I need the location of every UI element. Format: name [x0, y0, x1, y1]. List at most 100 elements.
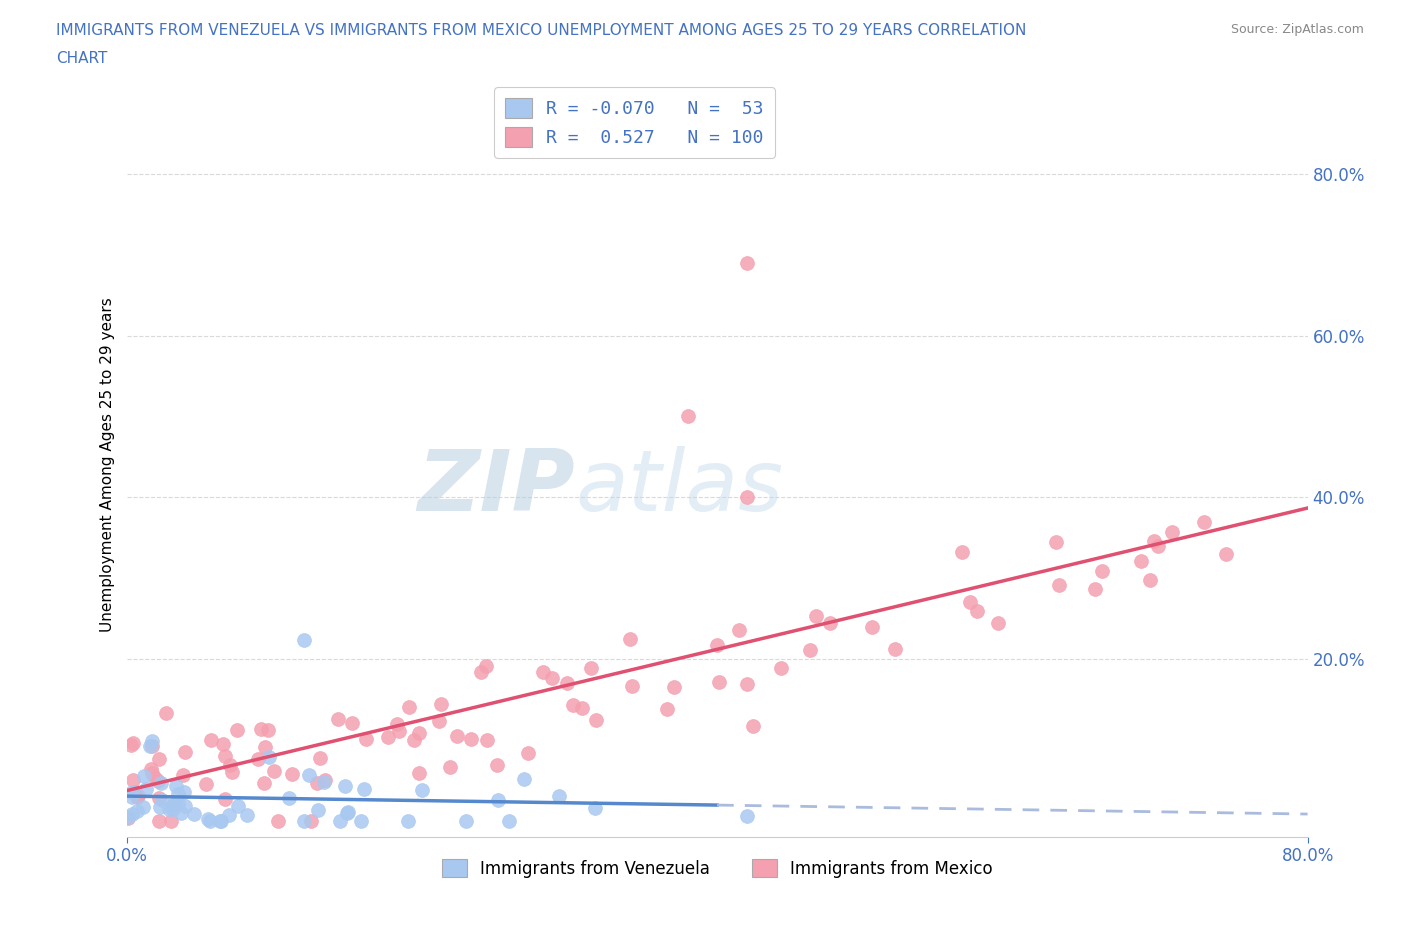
Point [385, 717, 408, 732]
Point [475, 658, 498, 673]
Point [326, 711, 349, 726]
Point [141, 765, 163, 780]
Point [585, 712, 607, 727]
Point [117, 810, 139, 825]
Point [353, 781, 375, 796]
Text: CHART: CHART [56, 51, 108, 66]
Point [804, 608, 827, 623]
Point [486, 758, 509, 773]
Point [336, 804, 359, 819]
Point [160, 814, 183, 829]
Point [571, 700, 593, 715]
Point [148, 814, 170, 829]
Point [218, 807, 240, 822]
Point [121, 785, 143, 800]
Point [226, 799, 249, 814]
Point [135, 781, 157, 796]
Point [155, 705, 177, 720]
Text: Source: ZipAtlas.com: Source: ZipAtlas.com [1230, 23, 1364, 36]
Point [157, 802, 180, 817]
Point [139, 762, 162, 777]
Point [200, 732, 222, 747]
Point [141, 733, 163, 748]
Point [1143, 534, 1166, 549]
Point [329, 814, 352, 829]
Point [583, 800, 606, 815]
Point [314, 774, 336, 789]
Point [174, 799, 197, 814]
Point [349, 814, 371, 829]
Point [498, 813, 520, 828]
Point [388, 724, 411, 738]
Point [959, 594, 981, 609]
Point [174, 745, 197, 760]
Point [277, 790, 299, 805]
Point [221, 764, 243, 779]
Point [253, 739, 276, 754]
Point [707, 674, 730, 689]
Point [148, 790, 170, 805]
Point [512, 771, 534, 786]
Point [676, 409, 699, 424]
Point [122, 736, 145, 751]
Point [307, 776, 329, 790]
Point [1161, 525, 1184, 539]
Point [770, 660, 793, 675]
Point [172, 768, 194, 783]
Point [214, 749, 236, 764]
Point [253, 776, 276, 790]
Point [735, 256, 758, 271]
Point [149, 799, 172, 814]
Point [292, 632, 315, 647]
Point [408, 765, 430, 780]
Point [117, 810, 139, 825]
Point [402, 733, 425, 748]
Point [966, 604, 988, 618]
Point [333, 778, 356, 793]
Point [167, 797, 190, 812]
Point [1045, 535, 1067, 550]
Point [884, 642, 907, 657]
Point [212, 737, 235, 751]
Point [742, 718, 765, 733]
Point [377, 729, 399, 744]
Point [247, 751, 270, 766]
Point [799, 643, 821, 658]
Point [143, 770, 166, 785]
Point [1139, 573, 1161, 588]
Point [408, 725, 430, 740]
Point [475, 733, 498, 748]
Text: atlas: atlas [575, 445, 783, 529]
Point [148, 751, 170, 766]
Point [820, 616, 842, 631]
Point [439, 759, 461, 774]
Point [456, 814, 478, 829]
Point [267, 814, 290, 829]
Point [1215, 547, 1237, 562]
Point [517, 745, 540, 760]
Point [138, 738, 160, 753]
Point [336, 806, 359, 821]
Point [121, 790, 143, 804]
Point [430, 697, 453, 711]
Point [621, 679, 644, 694]
Point [218, 758, 240, 773]
Point [1130, 554, 1153, 569]
Point [540, 671, 562, 685]
Point [298, 768, 321, 783]
Point [548, 789, 571, 804]
Point [124, 785, 146, 800]
Point [664, 679, 686, 694]
Point [1047, 578, 1070, 592]
Point [860, 619, 883, 634]
Point [427, 714, 450, 729]
Point [581, 660, 603, 675]
Point [309, 751, 332, 765]
Point [183, 806, 205, 821]
Point [160, 799, 183, 814]
Point [166, 787, 188, 802]
Point [132, 800, 155, 815]
Point [263, 764, 285, 778]
Point [446, 728, 468, 743]
Point [125, 790, 148, 804]
